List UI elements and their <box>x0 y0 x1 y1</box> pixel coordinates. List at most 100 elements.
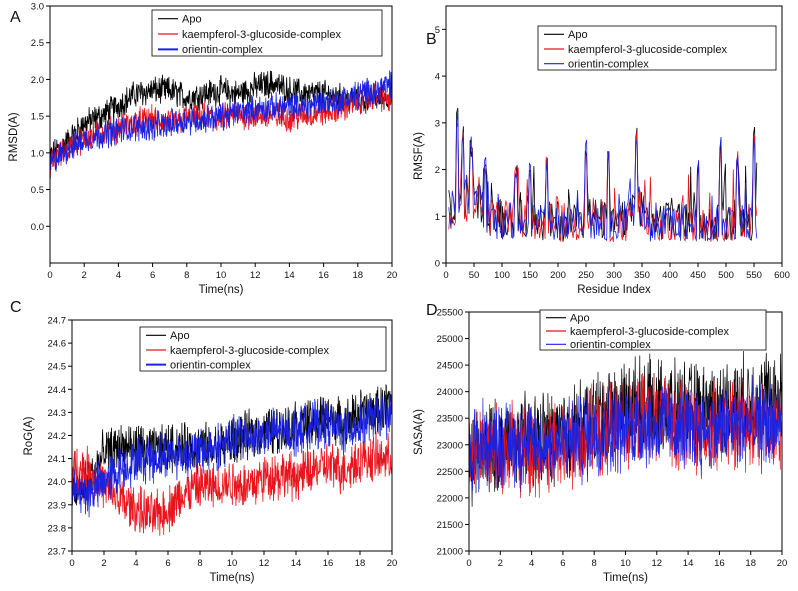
y-tick-label: 2 <box>435 165 440 176</box>
x-tick-label: 10 <box>216 270 227 281</box>
x-tick-label: 16 <box>323 558 334 569</box>
series-group <box>72 384 392 536</box>
legend: Apokaempferol-3-glucoside-complexorienti… <box>537 25 777 71</box>
y-tick-label: 0.0 <box>31 222 44 233</box>
x-tick-label: 12 <box>652 558 663 569</box>
y-tick-label: 24.1 <box>48 454 67 465</box>
legend: Apokaempferol-3-glucoside-complexorienti… <box>539 309 767 351</box>
legend: Apo kaempferol-3-glucoside-complex orienti… <box>151 9 383 57</box>
x-tick-label: 12 <box>259 558 270 569</box>
x-tick-label: 20 <box>387 558 398 569</box>
legend-box <box>139 326 387 372</box>
x-tick-label: 6 <box>150 270 155 281</box>
y-tick-label: 22000 <box>437 493 463 504</box>
series-line-orientin <box>448 109 758 242</box>
y-tick-label: 3 <box>435 118 440 129</box>
x-tick-label: 0 <box>443 270 448 281</box>
panel-d: 0 2 4 6 8 10 12 14 16 18 20 21000 21500 22000 22500 230… <box>413 302 787 584</box>
y-tick-label: 24000 <box>437 387 463 398</box>
x-tick-label: 500 <box>718 270 734 281</box>
x-tick-label: 14 <box>291 558 302 569</box>
x-tick-label: 0 <box>47 270 52 281</box>
x-axis-label: Time(ns) <box>603 572 648 584</box>
x-tick-label: 14 <box>284 270 295 281</box>
x-tick-label: 50 <box>469 270 480 281</box>
x-tick-label: 18 <box>355 558 366 569</box>
y-tick-label: 24500 <box>437 361 463 372</box>
y-tick-label: 1 <box>435 212 440 223</box>
series-group <box>448 107 758 243</box>
legend-label: orientin-complex <box>182 44 263 56</box>
legend-label: Apo <box>568 29 588 41</box>
legend: Apo kaempferol-3-glucoside-complex orienti… <box>139 326 387 372</box>
y-tick-label: 25000 <box>437 334 463 345</box>
x-tick-label: 550 <box>746 270 762 281</box>
x-tick-label: 100 <box>494 270 510 281</box>
x-tick-label: 20 <box>777 558 788 569</box>
y-tick-label: 21000 <box>437 547 463 558</box>
x-tick-label: 400 <box>662 270 678 281</box>
series-line-kaempferol <box>448 122 758 243</box>
series-line-orientin <box>469 374 782 493</box>
x-tick-label: 20 <box>387 270 398 281</box>
legend-box <box>539 309 767 351</box>
x-tick-label: 4 <box>116 270 121 281</box>
legend-label: Apo <box>570 312 590 324</box>
panel-label: D <box>426 302 438 319</box>
y-tick-label: 4 <box>435 72 440 83</box>
y-tick-label: 24.5 <box>48 362 67 373</box>
y-tick-label: 23.7 <box>48 547 67 558</box>
y-tick-label: 24.6 <box>48 339 67 350</box>
series-line-orientin <box>72 393 392 518</box>
x-tick-label: 4 <box>529 558 534 569</box>
y-tick-label: 23000 <box>437 440 463 451</box>
legend-label: kaempferol-3-glucoside-complex <box>570 326 729 338</box>
panel-b: 0 50 100 150 200 250 300 350 400 450 500 550 600 0 1 2 3… <box>413 5 790 296</box>
series-group <box>469 350 782 507</box>
x-tick-label: 18 <box>353 270 364 281</box>
x-tick-label: 8 <box>592 558 597 569</box>
legend-label: Apo <box>182 13 202 25</box>
x-tick-label: 14 <box>683 558 694 569</box>
y-axis-label: RMSF(A) <box>413 132 425 180</box>
panel-label: B <box>426 31 437 48</box>
x-tick-label: 2 <box>101 558 106 569</box>
y-tick-label: 2.5 <box>31 38 44 49</box>
legend-label: orientin-complex <box>170 359 251 371</box>
legend-label: kaempferol-3-glucoside-complex <box>182 29 341 41</box>
x-tick-label: 200 <box>550 270 566 281</box>
y-axis-label: RoG(A) <box>23 416 35 455</box>
panel-a: 0 2 4 6 8 10 12 14 16 18 20 0.0 0.5 1.0 1.5 2.0 2.5 3.0 Ti… <box>8 2 397 297</box>
x-tick-label: 300 <box>606 270 622 281</box>
x-tick-label: 350 <box>634 270 650 281</box>
x-tick-label: 12 <box>250 270 261 281</box>
y-tick-label: 23.9 <box>48 500 67 511</box>
y-tick-label: 3.0 <box>31 2 44 13</box>
y-tick-label: 24.4 <box>48 385 67 396</box>
x-axis-label: Residue Index <box>577 284 651 296</box>
x-tick-label: 250 <box>578 270 594 281</box>
legend-box <box>537 25 777 71</box>
panel-label: C <box>10 299 22 316</box>
x-axis-label: Time(ns) <box>210 572 255 584</box>
y-tick-label: 24.3 <box>48 408 67 419</box>
y-tick-label: 5 <box>435 25 440 36</box>
y-tick-label: 1.5 <box>31 112 44 123</box>
legend-label: kaempferol-3-glucoside-complex <box>170 345 329 357</box>
y-tick-label: 0 <box>435 259 440 270</box>
series-group <box>50 70 392 179</box>
x-tick-label: 2 <box>498 558 503 569</box>
x-tick-label: 600 <box>774 270 790 281</box>
x-tick-label: 18 <box>745 558 756 569</box>
series-line-orientin <box>50 70 392 172</box>
y-tick-label: 21500 <box>437 520 463 531</box>
legend-label: Apo <box>170 330 190 342</box>
x-axis-label: Time(ns) <box>199 284 244 296</box>
y-tick-label: 0.5 <box>31 185 44 196</box>
x-tick-label: 0 <box>69 558 74 569</box>
x-tick-label: 10 <box>620 558 631 569</box>
y-tick-label: 24.0 <box>48 477 67 488</box>
y-axis-label: RMSD(A) <box>8 112 20 161</box>
y-tick-label: 23.8 <box>48 523 67 534</box>
